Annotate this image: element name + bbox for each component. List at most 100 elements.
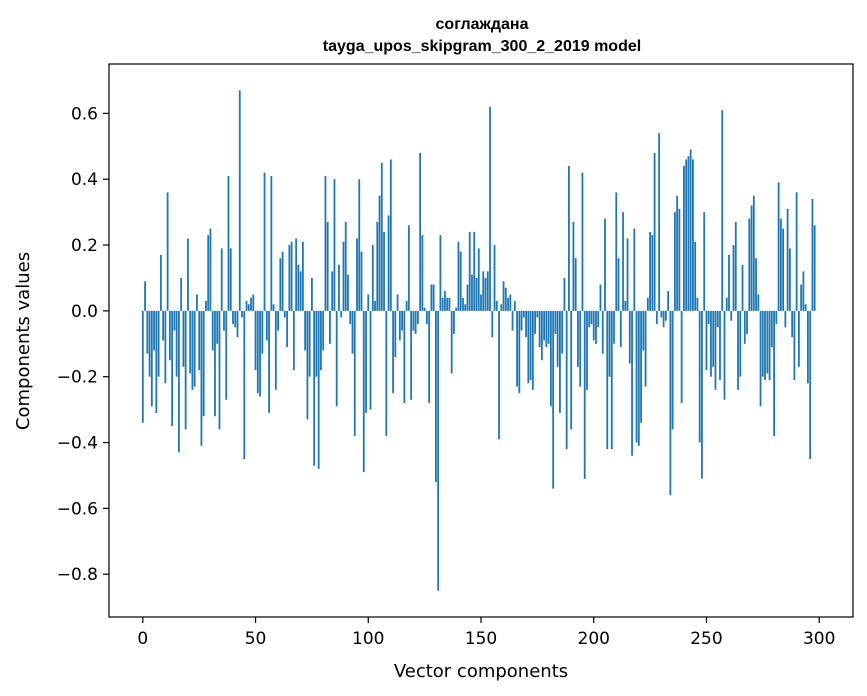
x-tick-label: 200 xyxy=(578,629,610,649)
bar xyxy=(516,310,518,387)
bar xyxy=(628,310,631,364)
bar xyxy=(159,254,162,311)
bar xyxy=(730,310,733,321)
bar xyxy=(202,310,205,417)
x-tick-label: 100 xyxy=(352,629,384,649)
bar xyxy=(189,310,192,374)
bar xyxy=(329,310,331,344)
y-axis-label: Components values xyxy=(13,252,34,430)
bar xyxy=(389,159,392,311)
bar xyxy=(712,310,715,367)
bar xyxy=(500,304,503,311)
bar xyxy=(635,310,638,443)
bar xyxy=(265,310,268,341)
bar xyxy=(743,310,746,344)
bar xyxy=(175,310,178,377)
bar xyxy=(439,235,442,311)
bar xyxy=(565,310,568,450)
bar xyxy=(662,310,665,328)
bar xyxy=(173,310,176,331)
bar xyxy=(421,235,424,311)
bar xyxy=(599,284,602,311)
bar xyxy=(554,310,557,334)
bar xyxy=(797,310,800,367)
bar xyxy=(435,310,437,483)
bar xyxy=(225,310,228,400)
bar xyxy=(552,310,555,489)
bar xyxy=(356,238,358,311)
bar xyxy=(493,245,496,311)
bar xyxy=(637,310,640,446)
bar xyxy=(432,284,435,311)
bar xyxy=(563,277,566,311)
y-tick-label: −0.8 xyxy=(57,565,98,585)
bar xyxy=(586,310,588,390)
bar xyxy=(162,310,165,341)
bar xyxy=(437,310,440,591)
bar xyxy=(721,110,724,311)
bar xyxy=(773,310,775,436)
bar xyxy=(685,159,688,311)
y-tick-label: 0.6 xyxy=(71,104,98,124)
bar xyxy=(723,310,726,400)
x-axis: 0 50 100 150 200 250 300 xyxy=(137,617,835,649)
bar xyxy=(716,310,719,328)
bar xyxy=(365,310,367,413)
x-tick-label: 0 xyxy=(137,629,148,649)
bar xyxy=(376,222,379,311)
bar xyxy=(710,310,712,377)
bar xyxy=(800,284,803,311)
bar xyxy=(146,310,149,354)
bar xyxy=(768,310,771,381)
bar xyxy=(338,264,340,311)
bar xyxy=(617,258,620,311)
bar xyxy=(556,310,559,367)
bar xyxy=(615,192,618,311)
bar xyxy=(150,310,153,407)
bar xyxy=(322,310,325,351)
bar xyxy=(394,310,397,357)
x-tick-label: 300 xyxy=(803,629,835,649)
bar xyxy=(428,310,431,404)
bar xyxy=(741,264,744,311)
bar xyxy=(714,310,717,390)
bar xyxy=(608,310,611,377)
bar xyxy=(595,310,597,344)
bar xyxy=(220,248,223,311)
bar xyxy=(525,310,527,338)
bar xyxy=(737,310,739,390)
bar xyxy=(811,198,814,311)
bar xyxy=(692,159,694,311)
bar xyxy=(407,225,410,311)
bar xyxy=(448,297,451,311)
bar xyxy=(633,228,636,311)
bar xyxy=(705,310,708,371)
bar xyxy=(144,281,146,311)
bar xyxy=(507,297,509,311)
bar xyxy=(788,248,791,311)
bar xyxy=(579,310,582,387)
bar xyxy=(592,310,595,341)
bar xyxy=(353,310,356,436)
bar xyxy=(543,310,546,341)
bar xyxy=(640,310,642,423)
bar xyxy=(141,310,144,423)
bar xyxy=(232,310,234,325)
chart-title-line1: соглаждана xyxy=(436,16,529,33)
bar xyxy=(238,90,241,311)
bar xyxy=(234,310,237,328)
bar xyxy=(728,254,730,311)
bar xyxy=(306,310,309,420)
bar xyxy=(450,310,453,374)
bar xyxy=(489,106,491,311)
bar xyxy=(259,310,261,397)
bar xyxy=(475,277,478,311)
bar xyxy=(495,301,498,311)
bar xyxy=(367,294,370,311)
bar xyxy=(531,310,534,390)
bar xyxy=(243,310,246,459)
bar xyxy=(644,310,647,387)
bar xyxy=(441,297,444,311)
y-tick-label: −0.2 xyxy=(57,368,98,388)
bar xyxy=(200,310,203,446)
